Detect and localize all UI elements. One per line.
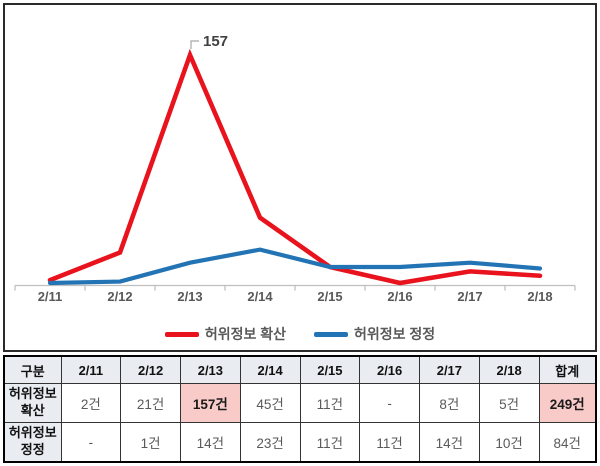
column-header: 2/11 bbox=[60, 355, 122, 384]
table-cell: 14건 bbox=[419, 422, 480, 463]
legend-line-swatch bbox=[314, 331, 348, 337]
legend: 허위정보 확산 허위정보 정정 bbox=[5, 324, 595, 344]
x-axis-label: 2/17 bbox=[457, 289, 482, 304]
table-cell: 2건 bbox=[60, 383, 122, 423]
x-axis-label: 2/16 bbox=[387, 289, 412, 304]
column-header: 2/16 bbox=[359, 355, 420, 384]
x-axis-label: 2/13 bbox=[177, 289, 202, 304]
table-cell: 23건 bbox=[239, 422, 301, 463]
table-cell: 11건 bbox=[299, 422, 361, 463]
x-axis-label: 2/18 bbox=[527, 289, 552, 304]
table-cell: 84건 bbox=[538, 422, 597, 463]
series-line-0 bbox=[47, 48, 543, 286]
peak-annotation-leader-line bbox=[190, 40, 199, 49]
table-row: 허위정보 정정 -1건 14건 23건 11건 11건 14건 10건 84건 bbox=[3, 422, 597, 463]
table-cell: - bbox=[359, 383, 420, 423]
legend-label: 허위정보 정정 bbox=[354, 326, 436, 342]
line-chart-panel: 2/11 2/12 2/13 2/14 2/15 2/16 2/17 2/18 157 허위정보… bbox=[3, 3, 597, 352]
series-line-1 bbox=[47, 247, 543, 286]
table-row: 허위정보 확산 2건 21건 157건 45건 11건 -8건 5건 249건 bbox=[3, 383, 597, 423]
table-cell: 21건 bbox=[120, 383, 181, 423]
column-header: 구분 bbox=[3, 355, 62, 384]
table-cell: 14건 bbox=[180, 422, 241, 463]
table-cell-highlighted: 249건 bbox=[538, 383, 597, 423]
table-cell: 10건 bbox=[478, 422, 540, 463]
row-label: 허위정보 확산 bbox=[3, 383, 62, 423]
column-header: 2/13 bbox=[180, 355, 241, 384]
column-header: 2/12 bbox=[120, 355, 181, 384]
table-cell-highlighted: 157건 bbox=[180, 383, 241, 423]
peak-annotation-label: 157 bbox=[203, 33, 228, 50]
x-axis-label: 2/12 bbox=[107, 289, 132, 304]
legend-item-1: 허위정보 정정 bbox=[314, 324, 435, 344]
legend-item-0: 허위정보 확산 bbox=[164, 324, 286, 344]
table-cell: 11건 bbox=[299, 383, 361, 423]
table-cell: 1건 bbox=[120, 422, 181, 463]
table-cell: - bbox=[60, 422, 122, 463]
table-header-row: 구분 2/11 2/12 2/13 2/14 2/15 2/16 2/17 2/18 합계 bbox=[3, 355, 597, 384]
column-header: 합계 bbox=[538, 355, 597, 384]
table-cell: 11건 bbox=[359, 422, 420, 463]
x-axis-label: 2/11 bbox=[38, 289, 63, 304]
line-chart: 2/11 2/12 2/13 2/14 2/15 2/16 2/17 2/18 157 bbox=[14, 33, 576, 304]
row-label: 허위정보 정정 bbox=[3, 422, 62, 463]
legend-label: 허위정보 확산 bbox=[204, 326, 286, 342]
table-cell: 8건 bbox=[419, 383, 480, 423]
column-header: 2/17 bbox=[419, 355, 480, 384]
x-axis-label: 2/15 bbox=[317, 289, 342, 304]
data-table: 구분 2/11 2/12 2/13 2/14 2/15 2/16 2/17 2/18 합계 허위정… bbox=[3, 355, 597, 463]
legend-line-swatch bbox=[164, 331, 199, 337]
column-header: 2/15 bbox=[299, 355, 361, 384]
table-cell: 5건 bbox=[478, 383, 540, 423]
x-axis-label: 2/14 bbox=[247, 289, 273, 304]
table-cell: 45건 bbox=[239, 383, 301, 423]
column-header: 2/14 bbox=[239, 355, 301, 384]
column-header: 2/18 bbox=[478, 355, 540, 384]
